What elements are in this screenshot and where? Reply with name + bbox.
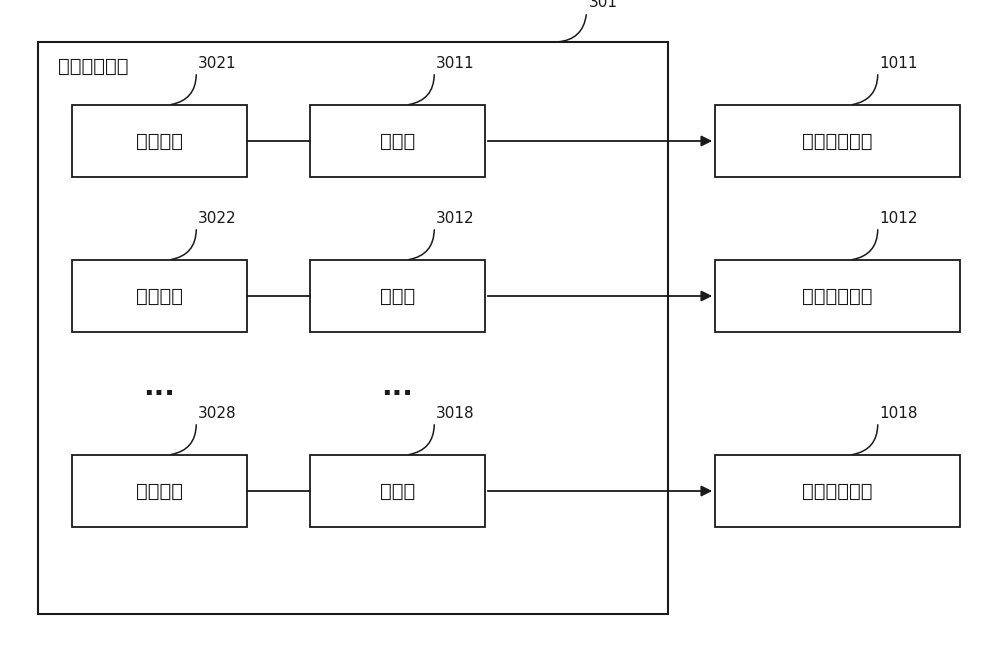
- Text: 3011: 3011: [436, 56, 475, 71]
- Text: 3018: 3018: [436, 406, 475, 421]
- Bar: [310, 260, 485, 332]
- Text: 3028: 3028: [198, 406, 237, 421]
- Text: 专用计算资源: 专用计算资源: [802, 286, 873, 306]
- Bar: [715, 105, 960, 177]
- Bar: [715, 260, 960, 332]
- Bar: [72, 260, 247, 332]
- Text: 3021: 3021: [198, 56, 237, 71]
- Bar: [38, 42, 668, 614]
- Text: 1011: 1011: [880, 56, 918, 71]
- Bar: [72, 105, 247, 177]
- Text: 301: 301: [589, 0, 618, 10]
- Bar: [72, 455, 247, 527]
- Bar: [310, 105, 485, 177]
- Text: 子任务: 子任务: [380, 286, 415, 306]
- Text: 1018: 1018: [880, 406, 918, 421]
- Text: ···: ···: [382, 380, 413, 408]
- Text: 注意力头: 注意力头: [136, 481, 183, 501]
- Text: ···: ···: [144, 380, 175, 408]
- Bar: [715, 455, 960, 527]
- Text: 1012: 1012: [880, 211, 918, 226]
- Text: 专用计算资源: 专用计算资源: [802, 132, 873, 151]
- Text: 数据处理任务: 数据处理任务: [58, 57, 128, 76]
- Text: 3012: 3012: [436, 211, 475, 226]
- Text: 3022: 3022: [198, 211, 237, 226]
- Text: 注意力头: 注意力头: [136, 286, 183, 306]
- Text: 子任务: 子任务: [380, 481, 415, 501]
- Text: 专用计算资源: 专用计算资源: [802, 481, 873, 501]
- Text: 子任务: 子任务: [380, 132, 415, 151]
- Bar: [310, 455, 485, 527]
- Text: 注意力头: 注意力头: [136, 132, 183, 151]
